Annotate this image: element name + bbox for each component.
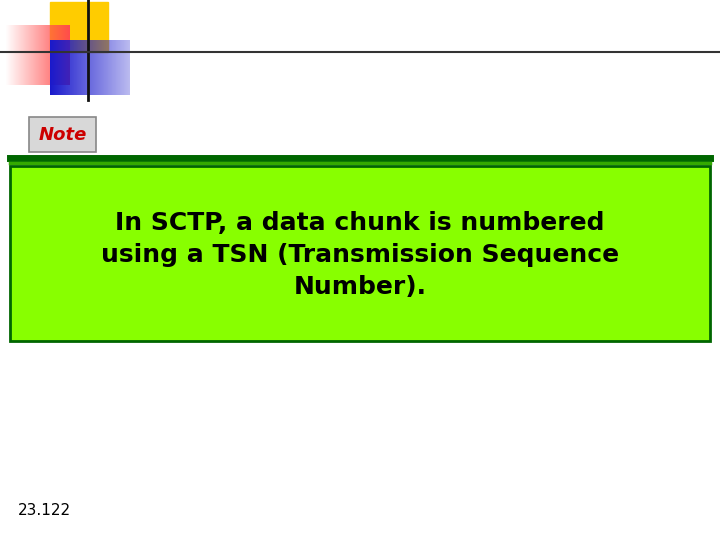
Text: In SCTP, a data chunk is numbered: In SCTP, a data chunk is numbered: [115, 211, 605, 234]
FancyBboxPatch shape: [29, 117, 96, 152]
Bar: [10, 166, 710, 341]
Text: Number).: Number).: [294, 275, 426, 299]
Bar: [50, 2, 108, 52]
Text: using a TSN (Transmission Sequence: using a TSN (Transmission Sequence: [101, 243, 619, 267]
Text: Note: Note: [38, 125, 86, 144]
Text: 23.122: 23.122: [18, 503, 71, 518]
